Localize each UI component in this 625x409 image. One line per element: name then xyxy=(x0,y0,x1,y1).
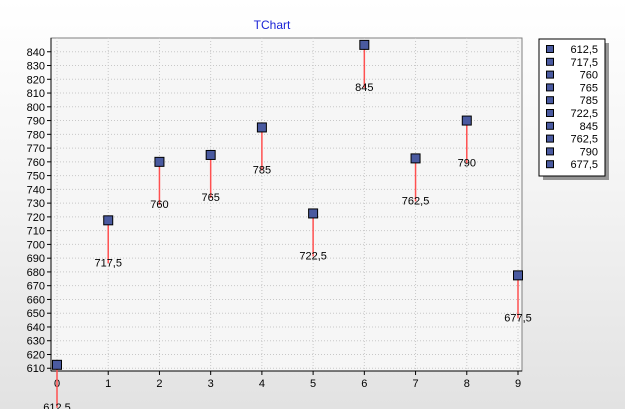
data-label: 845 xyxy=(355,82,373,94)
legend-entry: 722,5 xyxy=(570,108,598,120)
y-tick-label: 690 xyxy=(27,253,45,265)
y-tick-label: 700 xyxy=(27,239,45,251)
data-point xyxy=(205,149,216,160)
y-tick-label: 820 xyxy=(27,74,45,86)
y-tick-label: 840 xyxy=(27,47,45,59)
x-tick-label: 5 xyxy=(310,378,316,390)
legend-marker xyxy=(546,83,554,92)
data-point xyxy=(308,208,319,219)
data-point xyxy=(513,270,523,281)
data-label: 717,5 xyxy=(94,257,122,269)
y-tick-label: 770 xyxy=(27,143,45,155)
legend-entry: 845 xyxy=(580,121,598,133)
data-label: 760 xyxy=(150,199,168,211)
y-tick-label: 630 xyxy=(27,336,45,348)
x-tick-label: 8 xyxy=(464,378,470,390)
markers xyxy=(52,39,523,370)
chart-title: TChart xyxy=(254,18,291,32)
y-tick-label: 780 xyxy=(27,129,45,141)
legend-entry: 765 xyxy=(580,82,598,94)
legend-marker xyxy=(546,109,554,117)
y-tick-label: 830 xyxy=(27,61,45,73)
data-point xyxy=(256,122,267,133)
x-tick-label: 7 xyxy=(412,378,418,390)
legend-marker xyxy=(546,147,554,156)
legend-entry: 760 xyxy=(580,70,598,82)
data-label: 762,5 xyxy=(402,195,430,207)
data-label: 790 xyxy=(458,158,476,170)
y-tick-label: 800 xyxy=(27,102,45,114)
legend-entry: 785 xyxy=(580,95,598,107)
data-label: 677,5 xyxy=(504,312,532,324)
legend-marker xyxy=(546,57,554,66)
y-tick-label: 750 xyxy=(27,171,45,183)
legend-marker xyxy=(546,96,554,105)
legend-marker xyxy=(546,134,554,143)
y-tick-label: 620 xyxy=(27,349,45,361)
x-tick-label: 9 xyxy=(515,378,521,390)
data-point xyxy=(410,153,421,164)
data-point xyxy=(359,39,370,50)
y-tick-label: 790 xyxy=(27,116,45,128)
legend-entry: 762,5 xyxy=(570,134,598,146)
legend-marker xyxy=(546,45,554,53)
grid xyxy=(51,38,522,371)
y-tick-label: 680 xyxy=(27,267,45,279)
data-label: 785 xyxy=(253,164,271,176)
data-point xyxy=(461,115,472,126)
axes: 6106206306406506606706806907007107207307… xyxy=(27,38,522,390)
y-tick-label: 720 xyxy=(27,212,45,224)
x-tick-label: 6 xyxy=(361,378,367,390)
y-tick-label: 650 xyxy=(27,308,45,320)
data-label: 722,5 xyxy=(299,250,327,262)
data-label: 612,5 xyxy=(43,402,71,409)
y-tick-label: 760 xyxy=(27,157,45,169)
x-tick-label: 1 xyxy=(105,378,111,390)
legend-entry: 717,5 xyxy=(570,57,598,69)
stems xyxy=(56,44,519,408)
y-tick-label: 810 xyxy=(27,88,45,100)
data-point xyxy=(103,215,114,226)
y-tick-label: 740 xyxy=(27,184,45,196)
y-tick-label: 710 xyxy=(27,226,45,238)
y-tick-label: 640 xyxy=(27,322,45,334)
legend-entry: 612,5 xyxy=(570,44,598,56)
y-tick-label: 660 xyxy=(27,294,45,306)
legend-marker xyxy=(546,70,554,79)
legend-marker xyxy=(546,160,554,169)
legend-marker xyxy=(546,121,554,130)
x-tick-label: 2 xyxy=(156,378,162,390)
data-point xyxy=(154,156,165,167)
y-tick-label: 610 xyxy=(27,363,45,375)
y-tick-label: 730 xyxy=(27,198,45,210)
x-tick-label: 3 xyxy=(208,378,214,390)
y-tick-label: 670 xyxy=(27,281,45,293)
x-tick-label: 4 xyxy=(259,378,265,390)
legend-entry: 790 xyxy=(580,146,598,158)
data-point xyxy=(52,359,62,370)
plot-area xyxy=(50,37,523,372)
data-label: 765 xyxy=(201,192,219,204)
legend-entry: 677,5 xyxy=(570,159,598,171)
